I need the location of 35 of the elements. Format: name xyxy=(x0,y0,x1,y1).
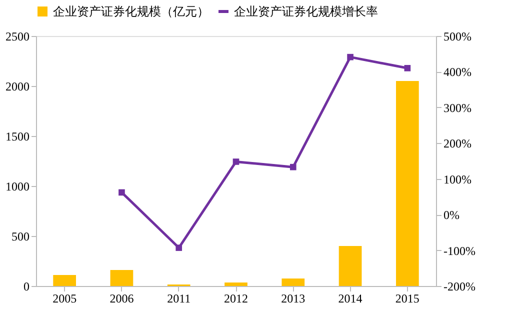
y2-tick-label: -100% xyxy=(444,244,476,258)
x-tick-label: 2014 xyxy=(338,292,362,306)
y2-tick-label: 500% xyxy=(444,30,472,44)
y2-tick-label: 100% xyxy=(444,172,472,186)
bar xyxy=(110,270,134,286)
point xyxy=(232,158,240,165)
x-tick-label: 2006 xyxy=(110,292,134,306)
x-tick-label: 2013 xyxy=(281,292,306,306)
y-tick-label: 1500 xyxy=(6,130,30,144)
legend-label: 企业资产证券化规模（亿元） xyxy=(53,4,209,18)
x-tick-label: 2011 xyxy=(167,292,191,306)
point xyxy=(118,189,125,196)
y-tick-label: 500 xyxy=(12,230,30,244)
legend-label: 企业资产证券化规模增长率 xyxy=(234,4,378,18)
point xyxy=(404,64,411,72)
y2-tick-label: 400% xyxy=(444,65,472,80)
y-tick-label: 0 xyxy=(24,280,30,294)
point xyxy=(176,244,182,251)
x-tick-label: 2015 xyxy=(395,292,420,306)
y-tick-label: 2500 xyxy=(6,30,30,44)
bar xyxy=(53,275,76,286)
y-tick-label: 2000 xyxy=(6,80,30,94)
bar xyxy=(338,246,362,286)
y2-tick-label: 300% xyxy=(444,100,472,115)
bar xyxy=(282,278,305,286)
x-tick-label: 2005 xyxy=(52,292,77,306)
point xyxy=(290,164,296,170)
y2-tick-label: -200% xyxy=(444,280,476,294)
x-tick-label: 2012 xyxy=(224,292,248,306)
point xyxy=(347,54,354,60)
bar xyxy=(396,81,419,286)
y2-tick-label: 200% xyxy=(444,136,472,151)
y2-tick-label: 0% xyxy=(444,208,460,222)
bar xyxy=(224,282,248,286)
y-tick-label: 1000 xyxy=(6,180,30,194)
